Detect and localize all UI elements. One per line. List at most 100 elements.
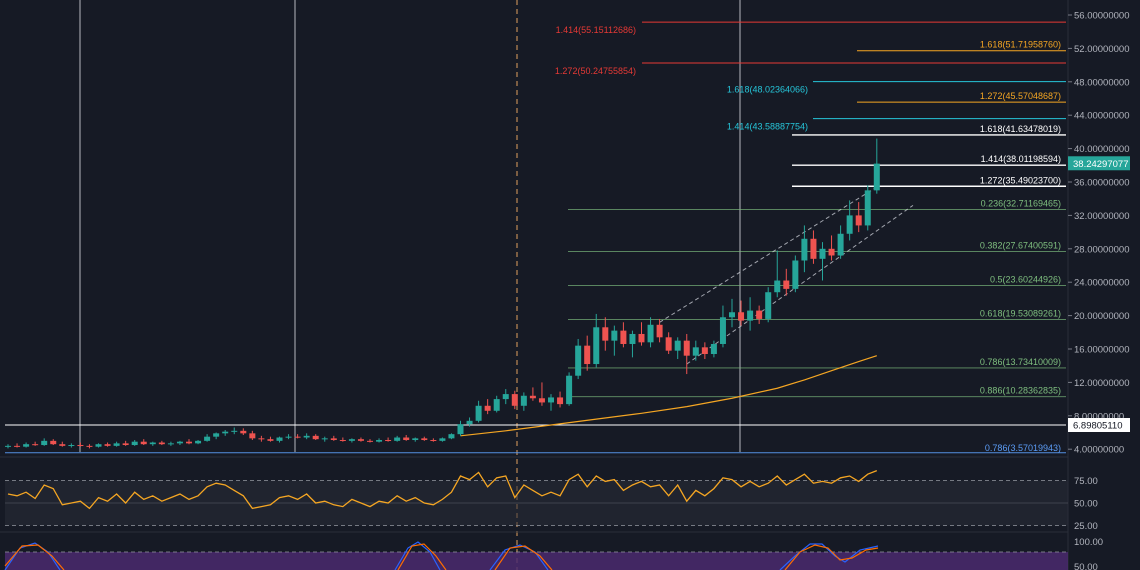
candle-body[interactable] — [846, 215, 853, 234]
candle-body[interactable] — [493, 399, 500, 411]
candle-body[interactable] — [747, 310, 754, 321]
candle-body[interactable] — [457, 424, 464, 435]
candle-body[interactable] — [756, 310, 763, 319]
candle-body[interactable] — [738, 312, 745, 321]
candle-body[interactable] — [394, 437, 401, 441]
candle-body[interactable] — [59, 444, 66, 446]
candle-body[interactable] — [385, 440, 392, 442]
candle-body[interactable] — [376, 440, 383, 442]
candle-body[interactable] — [837, 233, 844, 256]
candle-body[interactable] — [674, 340, 681, 351]
candle-body[interactable] — [231, 430, 238, 432]
candle-body[interactable] — [566, 375, 573, 405]
candle-body[interactable] — [701, 347, 708, 355]
candle-body[interactable] — [213, 433, 220, 437]
candle-body[interactable] — [312, 435, 319, 440]
candle-body[interactable] — [86, 445, 93, 447]
candle-body[interactable] — [267, 439, 274, 441]
candle-body[interactable] — [638, 333, 645, 343]
candle-body[interactable] — [430, 440, 437, 442]
candle-body[interactable] — [665, 337, 672, 351]
candle-body[interactable] — [611, 330, 618, 341]
candle-body[interactable] — [792, 260, 799, 289]
candle-body[interactable] — [629, 333, 636, 344]
candle-body[interactable] — [41, 440, 48, 446]
candle-body[interactable] — [602, 327, 609, 341]
candle-body[interactable] — [710, 343, 717, 355]
candle-body[interactable] — [484, 405, 491, 411]
candle-body[interactable] — [765, 292, 772, 319]
candle-body[interactable] — [357, 439, 364, 441]
candle-body[interactable] — [95, 444, 102, 447]
candle-body[interactable] — [656, 324, 663, 338]
candle-body[interactable] — [783, 280, 790, 289]
candle-body[interactable] — [810, 238, 817, 259]
candle-body[interactable] — [683, 340, 690, 356]
candle-body[interactable] — [647, 324, 654, 343]
candle-body[interactable] — [32, 444, 39, 446]
candle-body[interactable] — [240, 430, 247, 434]
candle-body[interactable] — [339, 440, 346, 442]
candle-body[interactable] — [158, 442, 165, 445]
candle-body[interactable] — [195, 440, 202, 444]
candle-body[interactable] — [276, 437, 283, 441]
candle-body[interactable] — [873, 163, 880, 191]
candle-body[interactable] — [68, 445, 75, 447]
candle-body[interactable] — [285, 436, 292, 438]
candle-body[interactable] — [593, 327, 600, 365]
candle-body[interactable] — [204, 436, 211, 441]
candle-body[interactable] — [113, 443, 120, 446]
candle-body[interactable] — [719, 317, 726, 344]
candle-body[interactable] — [303, 435, 310, 438]
candle-body[interactable] — [828, 248, 835, 256]
candle-body[interactable] — [50, 440, 57, 445]
candle-body[interactable] — [321, 438, 328, 440]
channel-upper-line[interactable] — [659, 186, 878, 323]
trend-channel[interactable] — [659, 186, 914, 365]
candle-body[interactable] — [122, 443, 129, 446]
candle-body[interactable] — [222, 431, 229, 434]
candle-body[interactable] — [176, 441, 183, 444]
candle-body[interactable] — [249, 433, 256, 439]
candle-body[interactable] — [330, 438, 337, 441]
candle-body[interactable] — [149, 442, 156, 445]
candle-body[interactable] — [774, 280, 781, 293]
candle-body[interactable] — [475, 405, 482, 421]
candle-body[interactable] — [729, 312, 735, 318]
candle-body[interactable] — [77, 445, 84, 447]
candle-body[interactable] — [801, 238, 808, 261]
candle-body[interactable] — [348, 439, 355, 441]
candle-body[interactable] — [520, 395, 527, 406]
candle-body[interactable] — [819, 248, 826, 259]
candle-body[interactable] — [538, 398, 545, 403]
candle-body[interactable] — [620, 330, 627, 344]
candle-body[interactable] — [448, 434, 455, 439]
stoch-pane[interactable]: 100.00 50.00 — [4, 537, 1103, 570]
candle-body[interactable] — [855, 215, 862, 226]
candle-body[interactable] — [466, 420, 473, 425]
candle-body[interactable] — [557, 397, 564, 405]
candle-body[interactable] — [131, 441, 138, 446]
candle-body[interactable] — [140, 441, 147, 445]
candle-body[interactable] — [258, 438, 265, 440]
candle-body[interactable] — [511, 394, 518, 406]
candle-body[interactable] — [294, 436, 301, 438]
candle-body[interactable] — [529, 395, 536, 399]
rsi-pane[interactable]: 75.00 50.00 25.00 — [5, 469, 1098, 532]
candlesticks[interactable] — [5, 138, 880, 449]
candle-body[interactable] — [23, 444, 30, 447]
candle-body[interactable] — [403, 437, 410, 441]
candle-body[interactable] — [14, 445, 21, 447]
candle-body[interactable] — [421, 438, 428, 441]
candle-body[interactable] — [575, 345, 582, 376]
candle-body[interactable] — [367, 440, 373, 442]
candle-body[interactable] — [5, 445, 11, 447]
candle-body[interactable] — [502, 394, 509, 400]
candle-body[interactable] — [412, 438, 419, 441]
candle-body[interactable] — [167, 443, 174, 445]
candle-body[interactable] — [186, 441, 192, 444]
candle-body[interactable] — [864, 190, 871, 226]
candle-body[interactable] — [104, 444, 111, 446]
candle-body[interactable] — [692, 347, 699, 356]
